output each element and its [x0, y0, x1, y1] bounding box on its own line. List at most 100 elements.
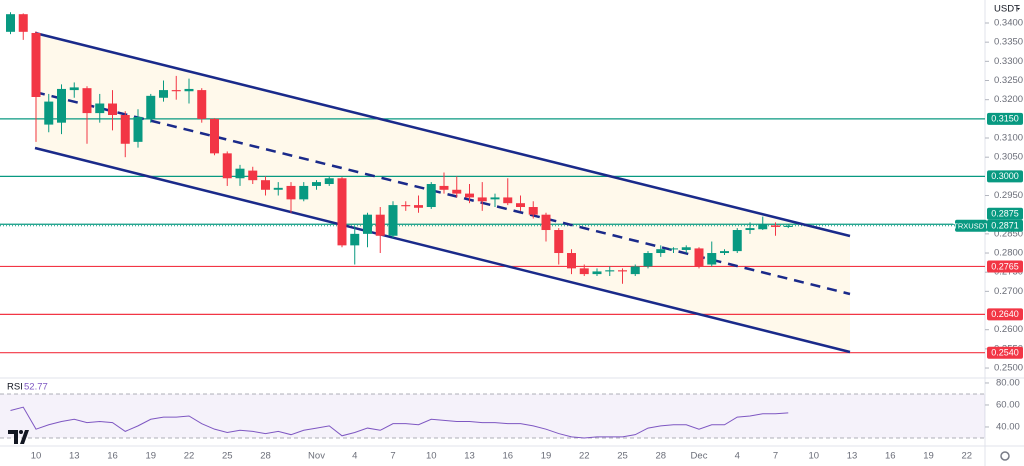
candle-body [694, 248, 704, 267]
settings-icon[interactable] [1000, 451, 1010, 461]
candle-body [44, 101, 54, 125]
price-line-label: 0.2540 [991, 348, 1019, 358]
price-line-label: 0.3150 [991, 114, 1019, 124]
x-tick-label: 22 [961, 451, 972, 462]
candle-body [324, 178, 334, 185]
candle-body [388, 205, 398, 236]
price-line-label-box [987, 170, 1023, 183]
x-tick-label: 13 [847, 451, 858, 462]
candle-body [745, 228, 755, 231]
y-tick-label: 0.3400 [994, 18, 1023, 29]
y-tick-label: 0.2850 [994, 228, 1023, 239]
candle-body [681, 247, 691, 250]
rsi-y-tick-label: 40.00 [996, 421, 1020, 432]
candle-body [375, 214, 385, 236]
candle-body [592, 271, 602, 275]
price-line-label-box [987, 207, 1023, 220]
y-tick-label: 0.2950 [994, 190, 1023, 201]
x-tick-label: 13 [69, 451, 80, 462]
candle-body [771, 225, 780, 227]
price-line-label: 0.2640 [991, 309, 1019, 319]
last-price-label: 0.2871 [991, 221, 1019, 231]
y-tick-label: 0.2800 [994, 248, 1023, 259]
candle-body [503, 197, 513, 204]
x-tick-label: 25 [222, 451, 233, 462]
y-tick-label: 0.2500 [994, 363, 1023, 374]
levels [0, 118, 985, 354]
currency-dropdown-icon[interactable] [1017, 8, 1020, 10]
candle-body [261, 180, 270, 190]
candle-body [439, 185, 449, 190]
candle-body [18, 14, 28, 32]
candle-body [783, 225, 793, 227]
logo [8, 430, 29, 444]
x-tick-label: Dec [691, 451, 708, 462]
candle-body [146, 95, 156, 119]
channel-lower [34, 146, 851, 354]
candle-body [758, 224, 768, 230]
candle-body [235, 168, 245, 179]
candle-body [57, 88, 66, 123]
candle-body [159, 90, 168, 98]
candle-body [248, 170, 258, 181]
channel-fill [35, 33, 850, 352]
candle-body [6, 14, 15, 32]
candle-body [82, 88, 92, 114]
candle-body [95, 103, 105, 114]
candle-body [643, 253, 653, 267]
candle-body [401, 205, 411, 207]
symbol-label: TRXUSDT [953, 221, 989, 230]
candle-body [337, 178, 347, 246]
candle-body [222, 153, 232, 179]
y-tick-label: 0.3250 [994, 75, 1023, 86]
candle-body [720, 251, 729, 254]
price-line-label-box [987, 260, 1023, 273]
x-tick-label: 25 [617, 451, 628, 462]
candle-body [286, 185, 296, 200]
currency-label[interactable]: USDT [994, 4, 1020, 15]
candle-body [452, 189, 462, 194]
last-price-box [987, 219, 1023, 232]
x-tick-label: 4 [735, 451, 740, 462]
x-tick-label: 10 [31, 451, 42, 462]
x-tick-label: 28 [260, 451, 271, 462]
candle-body [528, 207, 538, 215]
x-tick-label: 13 [464, 451, 475, 462]
candle-body [133, 116, 143, 142]
rsi-band-group [0, 393, 985, 439]
candle-body [630, 266, 640, 275]
y-tick-label: 0.3300 [994, 56, 1023, 67]
candle-body [184, 88, 194, 92]
rsi-y-tick-label: 60.00 [996, 399, 1020, 410]
y-tick-label: 0.3100 [994, 133, 1023, 144]
candles [6, 12, 793, 439]
x-tick-label: 16 [502, 451, 513, 462]
candle-body [108, 103, 117, 116]
rsi-line [10, 406, 789, 439]
candle-body [554, 230, 564, 254]
candle-body [656, 249, 666, 254]
candle-body [312, 182, 321, 186]
candle-body [541, 214, 551, 231]
candle-body [210, 118, 219, 154]
candle-body [669, 248, 678, 250]
candle-body [197, 90, 207, 119]
candle-body [490, 197, 500, 200]
candle-body [605, 270, 615, 272]
candle-body [120, 115, 130, 144]
candle-body [363, 214, 372, 234]
symbol-label-box [955, 219, 987, 232]
rsi-title: RSI [7, 382, 23, 393]
candle-body [31, 32, 41, 97]
candle-body [171, 90, 181, 92]
y-tick-label: 0.3200 [994, 94, 1023, 105]
candle-body [618, 270, 627, 272]
rsi-value: 52.77 [24, 382, 48, 393]
x-tick-label: 10 [426, 451, 437, 462]
candle-body [516, 203, 525, 208]
candle-body [579, 268, 589, 275]
x-tick-label: 22 [579, 451, 590, 462]
candle-body [567, 253, 576, 269]
labels: 0.3400 0.3350 0.3300 0.3250 0.3200 0.3100 0.30… [31, 18, 1023, 462]
